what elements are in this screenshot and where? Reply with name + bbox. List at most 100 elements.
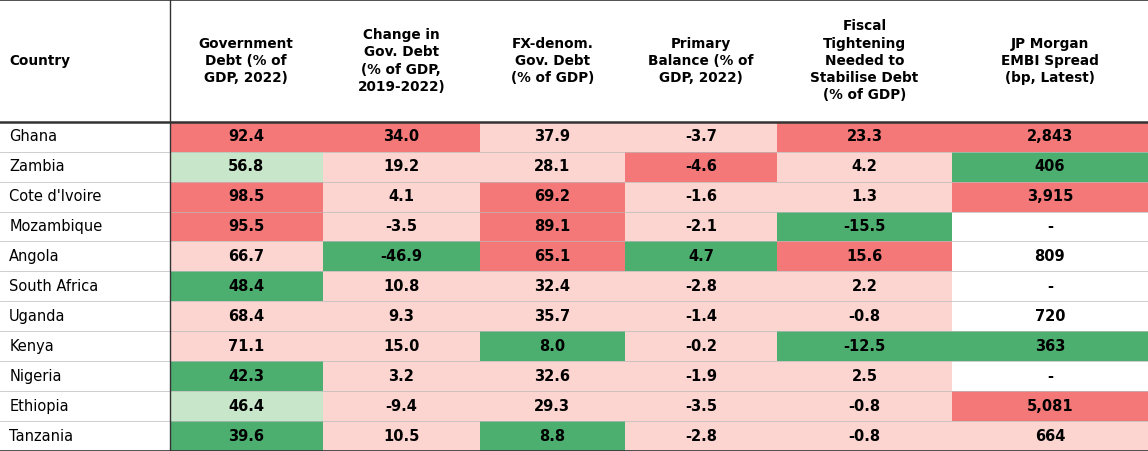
Text: Ghana: Ghana	[9, 129, 57, 144]
Bar	[777, 122, 952, 152]
Bar	[625, 212, 777, 241]
Text: 32.6: 32.6	[534, 368, 571, 384]
Text: -: -	[1047, 219, 1053, 234]
Bar	[777, 212, 952, 241]
Bar	[625, 152, 777, 182]
Text: Tanzania: Tanzania	[9, 428, 73, 443]
Text: -2.8: -2.8	[685, 428, 716, 443]
Text: Fiscal
Tightening
Needed to
Stabilise Debt
(% of GDP): Fiscal Tightening Needed to Stabilise De…	[810, 19, 918, 102]
Text: 68.4: 68.4	[228, 309, 264, 324]
Bar	[323, 331, 480, 361]
Text: Nigeria: Nigeria	[9, 368, 62, 384]
Text: -3.7: -3.7	[685, 129, 716, 144]
Bar	[777, 361, 952, 391]
Text: 3.2: 3.2	[388, 368, 414, 384]
Bar	[480, 421, 625, 451]
Text: -0.8: -0.8	[848, 399, 881, 414]
Text: Change in
Gov. Debt
(% of GDP,
2019-2022): Change in Gov. Debt (% of GDP, 2019-2022…	[357, 28, 445, 94]
Bar	[323, 301, 480, 331]
Bar	[952, 391, 1148, 421]
Text: 32.4: 32.4	[534, 279, 571, 294]
Bar	[625, 301, 777, 331]
Text: -12.5: -12.5	[844, 339, 885, 354]
Bar	[480, 361, 625, 391]
Bar	[170, 241, 323, 272]
Bar	[170, 152, 323, 182]
Bar	[170, 182, 323, 212]
Bar	[323, 0, 480, 122]
Bar	[480, 122, 625, 152]
Text: 8.8: 8.8	[540, 428, 565, 443]
Bar	[170, 361, 323, 391]
Bar	[777, 152, 952, 182]
Text: 10.8: 10.8	[383, 279, 419, 294]
Text: -1.6: -1.6	[685, 189, 716, 204]
Bar	[952, 361, 1148, 391]
Text: 66.7: 66.7	[228, 249, 264, 264]
Text: -2.8: -2.8	[685, 279, 716, 294]
Bar	[323, 122, 480, 152]
Text: Uganda: Uganda	[9, 309, 65, 324]
Text: Mozambique: Mozambique	[9, 219, 102, 234]
Text: 720: 720	[1034, 309, 1065, 324]
Bar	[952, 0, 1148, 122]
Bar	[170, 421, 323, 451]
Bar	[323, 212, 480, 241]
Text: 34.0: 34.0	[383, 129, 419, 144]
Text: 15.0: 15.0	[383, 339, 419, 354]
Bar	[777, 331, 952, 361]
Text: Government
Debt (% of
GDP, 2022): Government Debt (% of GDP, 2022)	[199, 37, 294, 85]
Text: -46.9: -46.9	[380, 249, 422, 264]
Text: 92.4: 92.4	[228, 129, 264, 144]
Text: -4.6: -4.6	[685, 159, 716, 174]
Bar	[170, 301, 323, 331]
Bar	[952, 301, 1148, 331]
Text: 809: 809	[1034, 249, 1065, 264]
Text: 39.6: 39.6	[228, 428, 264, 443]
Bar	[0, 391, 170, 421]
Bar	[952, 331, 1148, 361]
Bar	[625, 272, 777, 301]
Bar	[480, 152, 625, 182]
Bar	[952, 241, 1148, 272]
Bar	[625, 241, 777, 272]
Text: 10.5: 10.5	[383, 428, 419, 443]
Text: 23.3: 23.3	[846, 129, 883, 144]
Text: 28.1: 28.1	[534, 159, 571, 174]
Bar	[480, 272, 625, 301]
Text: 37.9: 37.9	[534, 129, 571, 144]
Bar	[0, 212, 170, 241]
Text: 406: 406	[1034, 159, 1065, 174]
Text: 35.7: 35.7	[534, 309, 571, 324]
Bar	[323, 272, 480, 301]
Text: 2.5: 2.5	[852, 368, 877, 384]
Bar	[323, 421, 480, 451]
Text: JP Morgan
EMBI Spread
(bp, Latest): JP Morgan EMBI Spread (bp, Latest)	[1001, 37, 1099, 85]
Bar	[323, 361, 480, 391]
Bar	[0, 152, 170, 182]
Bar	[0, 272, 170, 301]
Text: Kenya: Kenya	[9, 339, 54, 354]
Bar	[170, 0, 323, 122]
Text: -3.5: -3.5	[386, 219, 417, 234]
Bar	[777, 241, 952, 272]
Text: 363: 363	[1034, 339, 1065, 354]
Text: 42.3: 42.3	[228, 368, 264, 384]
Text: 56.8: 56.8	[228, 159, 264, 174]
Bar	[625, 361, 777, 391]
Text: -0.8: -0.8	[848, 309, 881, 324]
Bar	[480, 0, 625, 122]
Text: -3.5: -3.5	[685, 399, 716, 414]
Bar	[170, 122, 323, 152]
Text: 664: 664	[1034, 428, 1065, 443]
Bar	[777, 421, 952, 451]
Text: 4.7: 4.7	[688, 249, 714, 264]
Text: -2.1: -2.1	[685, 219, 716, 234]
Bar	[952, 182, 1148, 212]
Text: Angola: Angola	[9, 249, 60, 264]
Bar	[0, 301, 170, 331]
Bar	[625, 391, 777, 421]
Bar	[952, 152, 1148, 182]
Bar	[777, 0, 952, 122]
Bar	[480, 241, 625, 272]
